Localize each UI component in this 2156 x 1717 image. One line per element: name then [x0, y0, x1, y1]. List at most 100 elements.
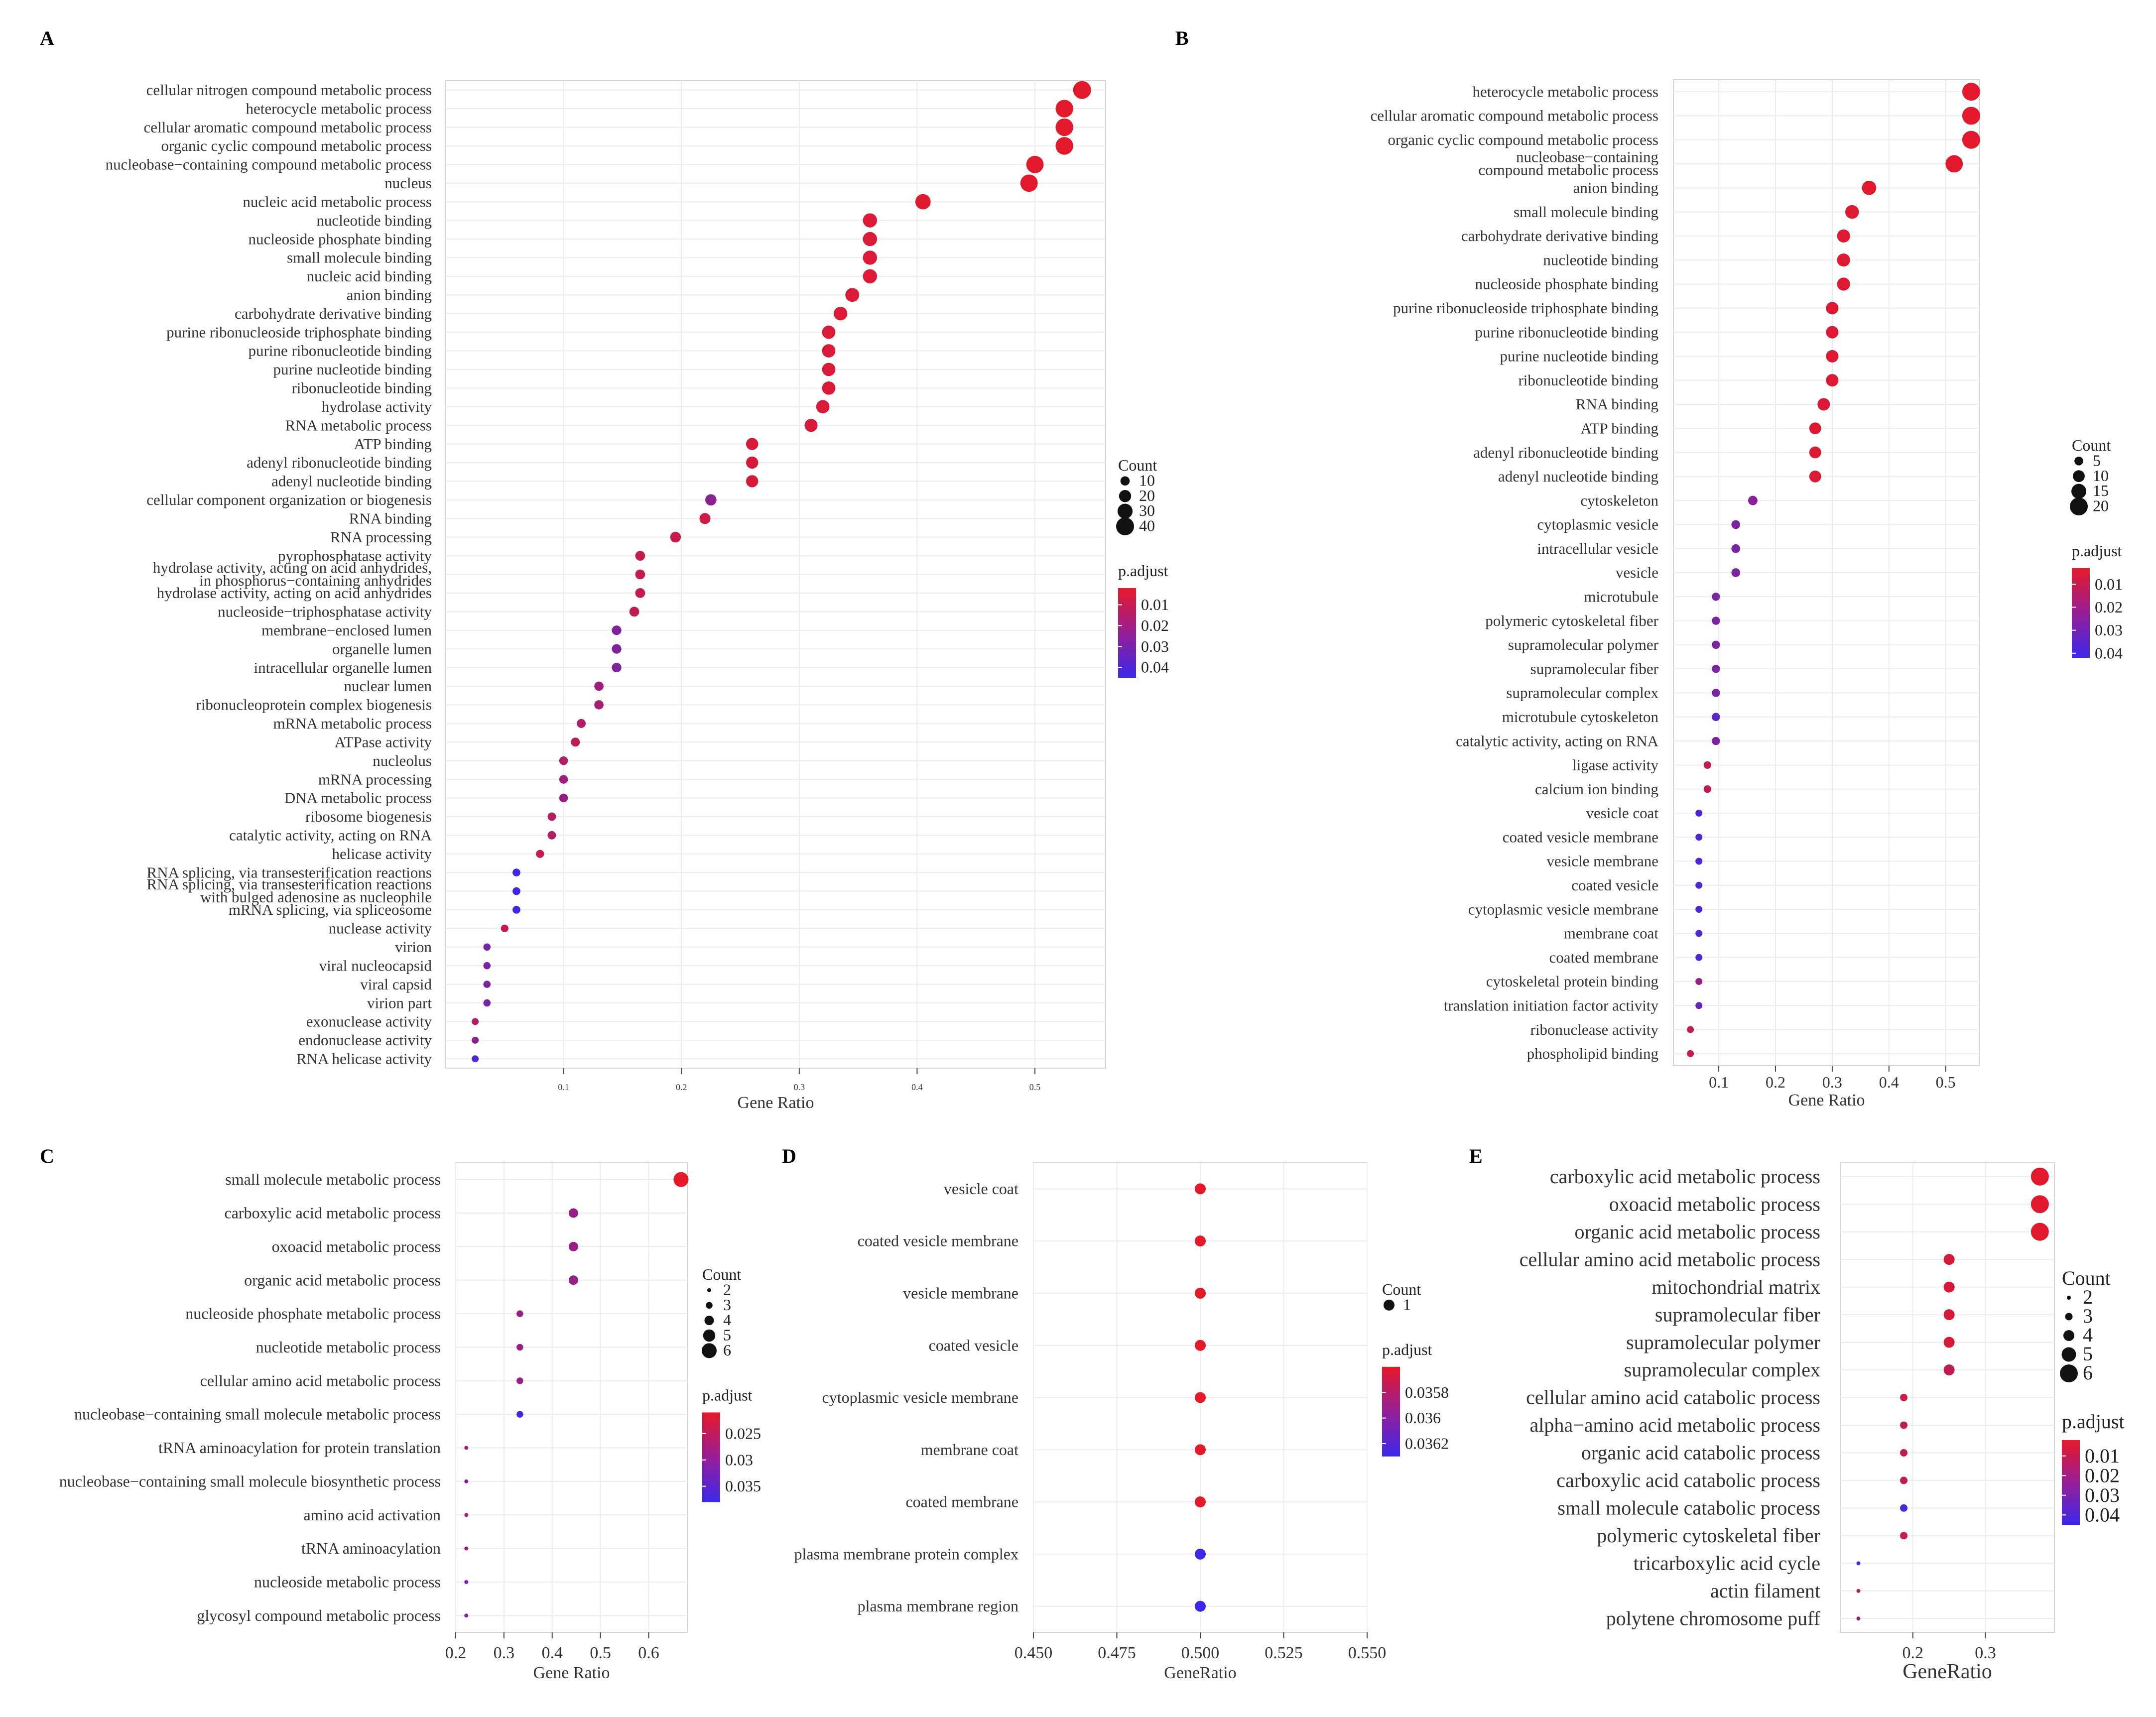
y-category-label: supramolecular polymer: [1508, 636, 1659, 653]
legend-padj-label: 0.03: [2095, 621, 2123, 639]
y-category-label: nucleoside phosphate binding: [1475, 275, 1659, 293]
y-category-label: carboxylic acid metabolic process: [1550, 1165, 1820, 1188]
y-category-label: polymeric cytoskeletal fiber: [1597, 1524, 1820, 1547]
y-category-label: catalytic activity, acting on RNA: [1456, 732, 1659, 749]
legend-padj-label: 0.04: [2095, 644, 2123, 662]
y-category-label: coated vesicle membrane: [1503, 828, 1658, 846]
dot-point: [1055, 137, 1073, 155]
legend-count-label: 6: [723, 1341, 731, 1359]
y-category-label: nucleoside phosphate metabolic process: [185, 1305, 441, 1323]
legend-padj-label: 0.03: [2085, 1484, 2120, 1506]
legend-padj-label: 0.036: [1405, 1409, 1441, 1427]
dot-point: [547, 812, 556, 821]
y-category-label: polytene chromosome puff: [1606, 1607, 1821, 1629]
legend-count-dot: [2070, 497, 2088, 515]
dot-point: [2030, 1195, 2049, 1214]
y-category-label: ribonucleotide binding: [291, 379, 432, 397]
dot-point: [516, 1344, 523, 1351]
dot-point: [547, 831, 556, 840]
dot-point: [559, 793, 568, 803]
dot-point: [699, 513, 711, 524]
legend-padj-label: 0.04: [1141, 658, 1169, 676]
dot-point: [1687, 1026, 1694, 1033]
y-category-label: nucleic acid binding: [307, 267, 432, 285]
y-category-label: carbohydrate derivative binding: [1461, 227, 1658, 245]
x-axis-title: GeneRatio: [1164, 1664, 1236, 1682]
dot-point: [1837, 229, 1850, 243]
y-category-label: adenyl ribonucleotide binding: [1473, 444, 1658, 461]
x-axis-title: Gene Ratio: [533, 1664, 610, 1682]
y-category-label: DNA metabolic process: [284, 789, 432, 807]
panel-letter: B: [1175, 27, 1189, 49]
x-tick-label: 0.5: [1029, 1082, 1041, 1092]
dot-point: [629, 607, 639, 617]
dot-point: [1695, 809, 1703, 817]
dot-point: [1856, 1561, 1861, 1566]
y-category-label: tRNA aminoacylation for protein translat…: [158, 1439, 441, 1457]
legend-count-dot: [1384, 1299, 1395, 1311]
y-category-label: hydrolase activity: [322, 398, 432, 415]
dot-point: [2030, 1167, 2049, 1186]
y-category-label: small molecule catabolic process: [1557, 1497, 1820, 1519]
dot-point: [1809, 470, 1821, 483]
y-category-label: virion: [395, 938, 432, 956]
dot-point: [1731, 520, 1741, 529]
y-category-label: carboxylic acid catabolic process: [1556, 1469, 1820, 1491]
y-category-label: virion part: [367, 994, 432, 1011]
y-category-label: RNA metabolic process: [285, 416, 432, 434]
legend-count-dot: [2063, 1330, 2074, 1341]
x-tick-label: 0.500: [1181, 1644, 1220, 1662]
dot-point: [1809, 422, 1821, 435]
x-tick-label: 0.450: [1015, 1644, 1053, 1662]
y-category-label: ligase activity: [1572, 756, 1659, 774]
x-tick-label: 0.525: [1265, 1644, 1303, 1662]
legend-count-label: 10: [1139, 471, 1155, 489]
panel-letter: C: [40, 1145, 54, 1167]
legend-count-dot: [2074, 456, 2083, 466]
x-tick-label: 0.1: [558, 1082, 569, 1092]
y-category-label: cellular amino acid catabolic process: [1526, 1386, 1820, 1409]
dot-point: [1055, 100, 1073, 118]
legend-count-title: Count: [2062, 1267, 2111, 1289]
dot-point: [568, 1275, 578, 1285]
y-category-label: membrane coat: [921, 1441, 1018, 1459]
y-category-label: mRNA metabolic process: [273, 715, 432, 732]
dot-point: [746, 475, 759, 488]
dot-point: [1195, 1183, 1206, 1195]
y-category-label: cellular nitrogen compound metabolic pro…: [146, 81, 432, 99]
y-category-label: anion binding: [1573, 179, 1658, 197]
y-category-label: cellular amino acid metabolic process: [1520, 1248, 1820, 1270]
dot-point: [863, 232, 878, 246]
y-category-label: ribonuclease activity: [1530, 1021, 1659, 1038]
y-category-label: organic acid metabolic process: [244, 1271, 441, 1289]
legend-padj-title: p.adjust: [2072, 542, 2122, 560]
dot-point: [577, 719, 586, 728]
y-category-label: ATP binding: [1581, 419, 1658, 437]
legend-count-label: 10: [2093, 467, 2109, 485]
x-tick-label: 0.3: [494, 1644, 515, 1662]
dot-point: [1695, 906, 1703, 913]
legend-count-dot: [2073, 470, 2085, 483]
legend-padj-label: 0.0362: [1405, 1435, 1449, 1453]
y-category-label: purine ribonucleoside triphosphate bindi…: [1393, 299, 1658, 317]
dot-point: [1695, 954, 1703, 961]
y-category-label: alpha−amino acid metabolic process: [1530, 1414, 1820, 1436]
dot-point: [594, 700, 604, 710]
y-category-label: mitochondrial matrix: [1651, 1276, 1820, 1298]
y-category-label: coated vesicle membrane: [858, 1232, 1018, 1250]
dot-point: [1862, 180, 1877, 195]
y-category-label: intracellular vesicle: [1537, 540, 1658, 557]
dot-point: [1712, 616, 1720, 625]
legend-padj-colorbar: [1382, 1366, 1400, 1457]
y-category-label: cytoplasmic vesicle: [1537, 516, 1658, 533]
y-category-label: RNA splicing, via transesterification re…: [147, 875, 432, 906]
y-category-label: glycosyl compound metabolic process: [197, 1606, 441, 1624]
dot-point: [472, 1055, 479, 1063]
y-category-label: plasma membrane region: [858, 1597, 1018, 1615]
legend-count-dot: [2065, 1313, 2073, 1321]
dot-point: [1020, 174, 1038, 192]
legend-count-label: 4: [723, 1311, 731, 1329]
legend-count-label: 4: [2083, 1324, 2093, 1346]
y-category-label: nucleobase−containing compound metabolic …: [1478, 148, 1658, 178]
